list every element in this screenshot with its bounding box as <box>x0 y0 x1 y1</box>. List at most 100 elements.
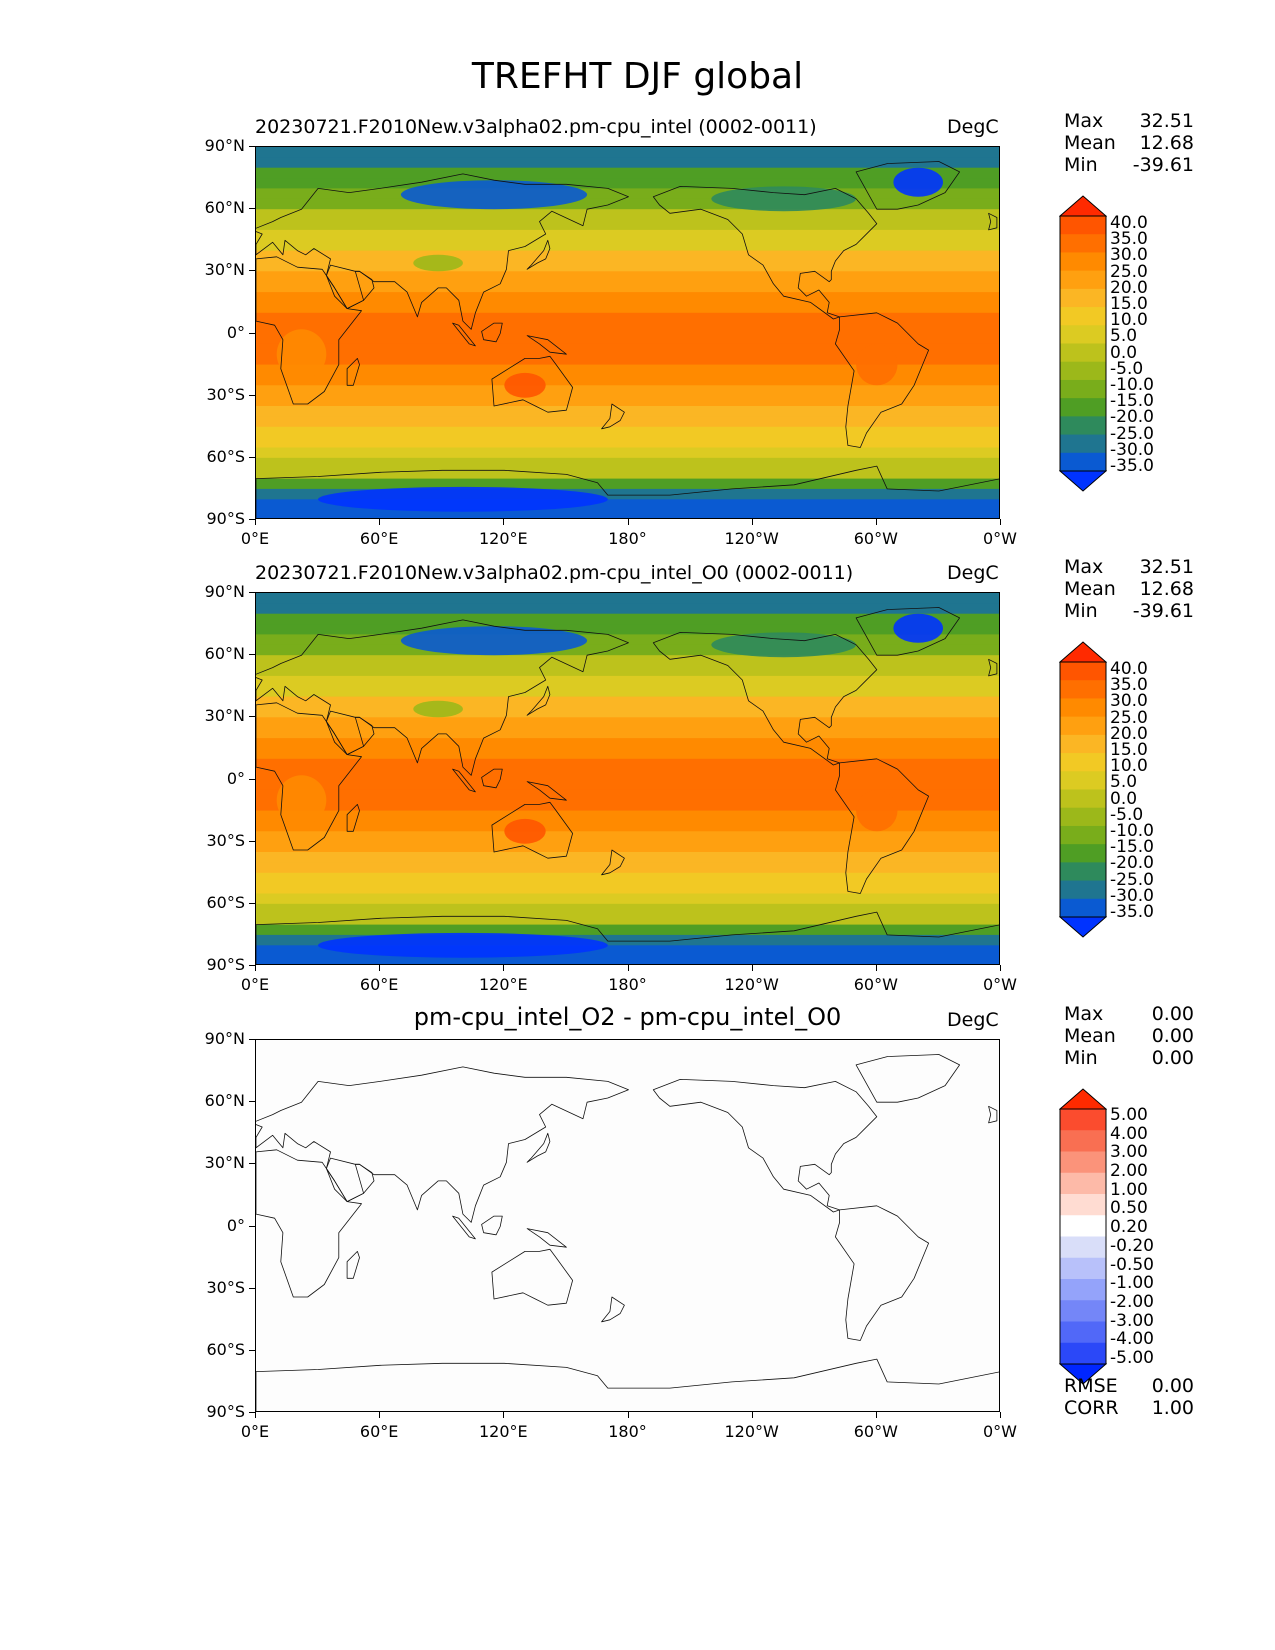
metric-rmse: RMSE 0.00 <box>1064 1375 1194 1397</box>
lat-tick-mark <box>249 332 255 334</box>
colorbar-label: -15.0 <box>1110 837 1154 858</box>
units-label: DegC <box>947 116 999 138</box>
lon-tick-label: 120°W <box>724 1422 779 1441</box>
colorbar-label: -5.0 <box>1110 358 1144 379</box>
colorbar-label: -35.0 <box>1110 902 1154 922</box>
temperature-band <box>256 395 999 407</box>
temperature-band <box>256 810 999 822</box>
colorbar-extend-max <box>1059 195 1107 217</box>
temperature-band <box>256 488 999 500</box>
colorbar-segment <box>1060 1215 1106 1237</box>
lat-tick-mark <box>249 146 255 147</box>
metric-value: 1.00 <box>1151 1397 1194 1419</box>
coastline <box>526 781 567 801</box>
lon-tick-label: 60°W <box>853 529 898 548</box>
temperature-band <box>256 157 999 169</box>
colorbar-segment <box>1060 416 1106 436</box>
figure-title: TREFHT DJF global <box>471 56 804 97</box>
colorbar-segment <box>1060 361 1106 381</box>
temperature-band <box>256 831 999 843</box>
lat-tick-label: 60°S <box>206 446 245 466</box>
coastline <box>256 1358 999 1411</box>
colorbar-segment <box>1060 1194 1106 1216</box>
panel-subtitle: pm-cpu_intel_O2 - pm-cpu_intel_O0 <box>413 1003 842 1031</box>
colorbar-label: 1.00 <box>1110 1179 1148 1200</box>
temperature-band <box>256 333 999 345</box>
colorbar-segment <box>1060 325 1106 344</box>
lon-tick-label: 180° <box>608 975 647 994</box>
colorbar-label: -4.00 <box>1110 1329 1154 1350</box>
temperature-anomaly <box>318 486 608 512</box>
lat-tick-label: 0° <box>226 1215 245 1235</box>
temperature-band <box>256 406 999 417</box>
temperature-band <box>256 416 999 428</box>
colorbar-label: 5.0 <box>1110 772 1138 793</box>
colorbar-segment <box>1060 698 1106 718</box>
temperature-anomaly <box>413 254 463 272</box>
colorbar-label: -20.0 <box>1110 407 1154 428</box>
coastline <box>346 804 360 832</box>
coastline <box>481 1215 503 1236</box>
temperature-band <box>256 478 999 490</box>
lon-tick-mark <box>1000 1412 1001 1418</box>
lat-tick-mark <box>249 1412 255 1413</box>
temperature-band <box>256 426 999 438</box>
coastline <box>855 161 960 210</box>
colorbar-label: 4.00 <box>1110 1123 1148 1144</box>
lon-tick-label: 60°W <box>853 975 898 994</box>
temperature-band <box>256 903 999 915</box>
lat-tick-label: 60°N <box>204 1091 245 1111</box>
temperature-band <box>256 374 999 386</box>
stat-value: 0.00 <box>1151 1047 1194 1069</box>
lon-tick-mark <box>751 965 753 971</box>
colorbar-segment <box>1060 807 1106 827</box>
temperature-band <box>256 883 999 895</box>
map-background <box>256 1040 999 1411</box>
colorbar-segment <box>1060 880 1106 900</box>
colorbar-label: -0.20 <box>1110 1235 1154 1256</box>
colorbar-segment <box>1060 434 1106 454</box>
temperature-band <box>256 219 999 231</box>
lat-tick-mark <box>249 840 255 842</box>
temperature-anomaly <box>504 372 546 398</box>
units-label: DegC <box>947 1009 999 1031</box>
lon-tick-label: 0°E <box>240 529 270 548</box>
colorbar-segment <box>1060 452 1106 472</box>
stat-value: 0.00 <box>1151 1003 1194 1025</box>
temperature-anomaly <box>413 700 463 718</box>
lat-tick-label: 30°S <box>206 1277 245 1297</box>
colorbar-label: 35.0 <box>1110 229 1148 250</box>
stat-value: 0.00 <box>1151 1025 1194 1047</box>
temperature-band <box>256 955 999 964</box>
temperature-band <box>256 302 999 314</box>
stat-value: 32.51 <box>1139 556 1194 578</box>
colorbar-segment <box>1060 844 1106 863</box>
lon-tick-mark <box>379 1412 381 1418</box>
stat-value: 12.68 <box>1139 578 1194 600</box>
map-panel <box>255 592 1000 965</box>
colorbar-segment <box>1060 234 1106 253</box>
colorbar-extend-max <box>1059 1088 1107 1110</box>
stat-max: Max 32.51 <box>1064 556 1194 578</box>
metric-label: RMSE <box>1064 1375 1118 1397</box>
temperature-band <box>256 945 999 957</box>
metric-corr: CORR 1.00 <box>1064 1397 1194 1419</box>
colorbar-segment <box>1060 307 1106 326</box>
stat-label: Max <box>1064 556 1104 578</box>
lat-tick-label: 60°N <box>204 198 245 218</box>
coastline <box>346 1251 360 1279</box>
metric-label: CORR <box>1064 1397 1119 1419</box>
stat-value: 32.51 <box>1139 110 1194 132</box>
lon-tick-mark <box>875 519 877 525</box>
panel-subtitle: 20230721.F2010New.v3alpha02.pm-cpu_intel… <box>255 562 854 584</box>
colorbar-segment <box>1060 288 1106 308</box>
metric-value: 0.00 <box>1151 1375 1194 1397</box>
lat-tick-mark <box>249 902 255 904</box>
coastline <box>491 801 573 859</box>
colorbar-label: -10.0 <box>1110 375 1154 395</box>
temperature-band <box>256 198 999 210</box>
lon-tick-label: 0°W <box>983 529 1017 548</box>
coastline <box>256 911 999 964</box>
lon-tick-mark <box>255 1412 256 1418</box>
colorbar-label: -5.00 <box>1110 1348 1154 1368</box>
